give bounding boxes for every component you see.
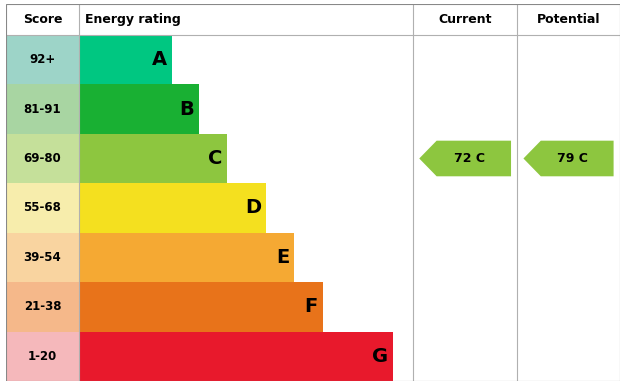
Bar xyxy=(79,183,266,233)
Bar xyxy=(79,233,294,282)
Text: Energy rating: Energy rating xyxy=(85,13,180,26)
Text: A: A xyxy=(152,50,167,69)
Text: E: E xyxy=(276,248,289,267)
Text: 1-20: 1-20 xyxy=(28,350,57,363)
Bar xyxy=(6,282,79,331)
Text: C: C xyxy=(208,149,222,168)
Bar xyxy=(79,134,227,183)
Bar xyxy=(6,134,79,183)
Text: G: G xyxy=(372,347,388,366)
Bar xyxy=(6,35,79,84)
Text: 92+: 92+ xyxy=(29,53,56,66)
Text: D: D xyxy=(245,199,261,218)
Bar xyxy=(79,84,199,134)
Text: 21-38: 21-38 xyxy=(24,300,61,313)
Bar xyxy=(79,282,323,331)
Text: B: B xyxy=(180,99,194,119)
Bar xyxy=(6,233,79,282)
Bar xyxy=(6,331,79,381)
Bar xyxy=(79,35,172,84)
Bar xyxy=(79,331,393,381)
Text: 39-54: 39-54 xyxy=(24,251,61,264)
Text: 69-80: 69-80 xyxy=(24,152,61,165)
Text: 72 C: 72 C xyxy=(454,152,485,165)
Polygon shape xyxy=(523,141,613,176)
Text: 81-91: 81-91 xyxy=(24,102,61,116)
Bar xyxy=(6,84,79,134)
Text: F: F xyxy=(305,298,318,316)
Polygon shape xyxy=(419,141,511,176)
Text: Score: Score xyxy=(23,13,62,26)
Text: Potential: Potential xyxy=(536,13,600,26)
Text: Current: Current xyxy=(438,13,492,26)
Text: 79 C: 79 C xyxy=(557,152,588,165)
Bar xyxy=(6,183,79,233)
Text: 55-68: 55-68 xyxy=(24,201,61,214)
